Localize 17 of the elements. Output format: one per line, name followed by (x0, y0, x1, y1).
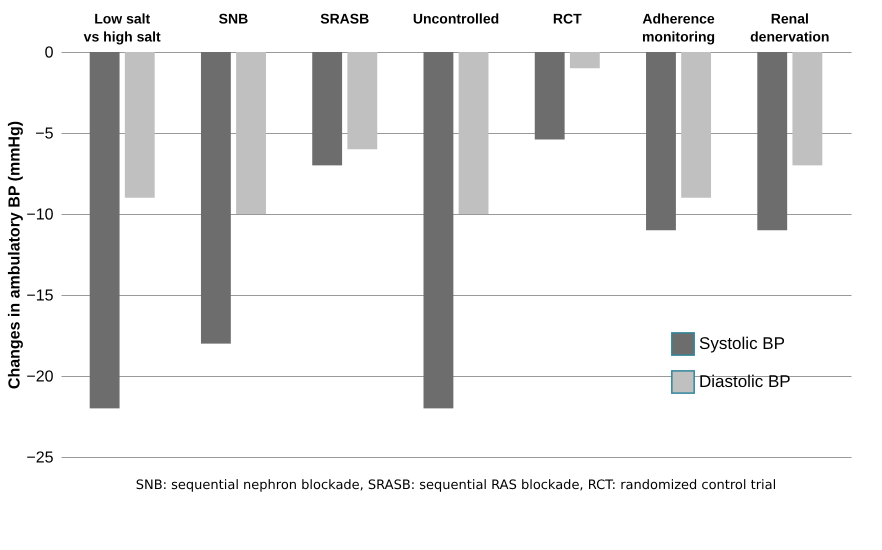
y-tick-label: −10 (26, 206, 54, 224)
x-tick-label: Adherence monitoring (642, 10, 716, 44)
x-tick-label: Low salt vs high salt (84, 10, 162, 44)
legend-label: Systolic BP (699, 334, 785, 353)
x-tick-label: Uncontrolled (412, 10, 500, 26)
y-tick-label: −15 (26, 288, 54, 304)
text: SNB: sequential nephron blockade, SRASB: sequential RAS blockade, RCT: randomized control trial (136, 478, 776, 493)
y-tick-label: −5 (35, 126, 54, 142)
y-tick-label: −25 (26, 450, 54, 466)
x-tick-label: RCT (552, 10, 582, 26)
x-tick-label: SNB (218, 10, 248, 26)
legend-label: Diastolic BP (699, 372, 791, 391)
x-tick-label: Renal denervation (750, 10, 830, 44)
x-tick-label: SRASB (320, 10, 370, 26)
y-tick-label: 0 (44, 44, 54, 62)
y-axis-title: Changes in ambulatory BP (mmHg) (6, 120, 24, 390)
y-tick-label: −20 (26, 368, 54, 386)
